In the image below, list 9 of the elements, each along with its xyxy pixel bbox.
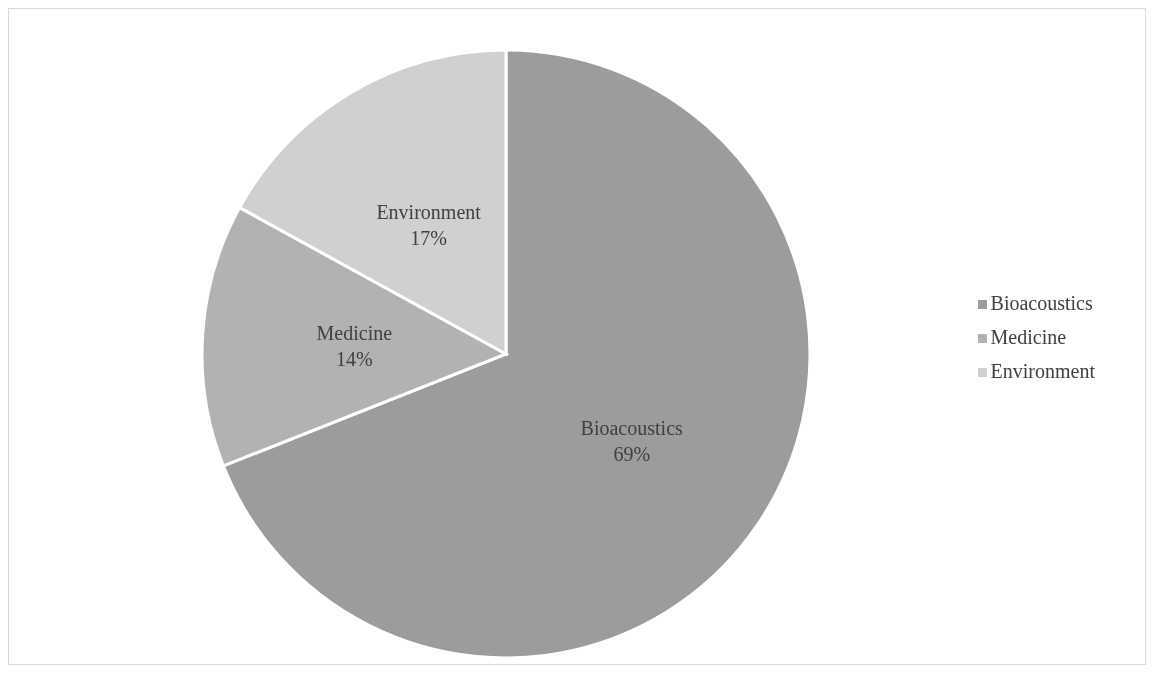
legend-label: Environment	[990, 359, 1095, 382]
slice-label: Medicine	[316, 322, 393, 345]
slice-label: Bioacoustics	[580, 417, 684, 440]
legend-label: Medicine	[990, 325, 1067, 348]
data-label: 17%	[410, 227, 447, 250]
data-label: 69%	[613, 443, 651, 466]
data-label: 14%	[335, 348, 373, 371]
slice-label: Environment	[376, 201, 482, 224]
legend-label: Bioacoustics	[990, 291, 1093, 314]
